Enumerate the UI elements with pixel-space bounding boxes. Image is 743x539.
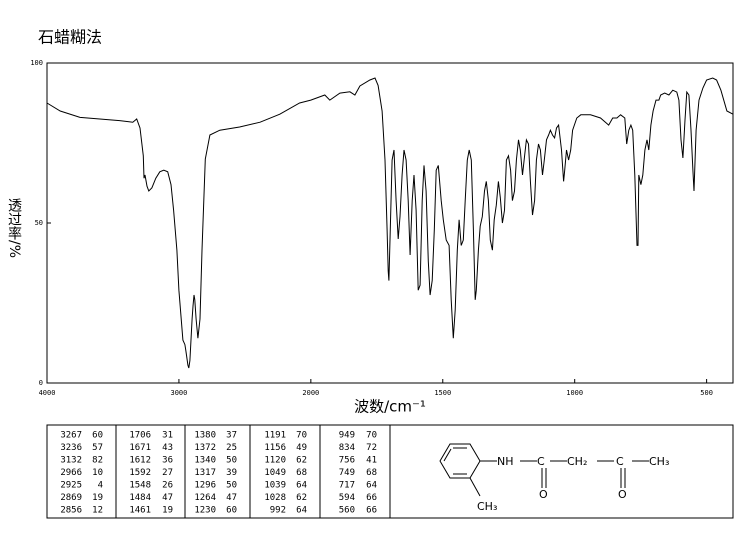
x-tick-label: 1000 [566, 389, 583, 397]
peak-transmittance: 27 [162, 468, 173, 478]
y-tick-label: 50 [35, 219, 43, 227]
table-dividers [115, 425, 391, 518]
x-tick-label: 4000 [39, 389, 56, 397]
peak-wavenumber: 949 [339, 431, 355, 441]
peak-transmittance: 64 [296, 506, 307, 516]
peak-transmittance: 50 [226, 481, 237, 491]
peak-transmittance: 50 [226, 456, 237, 466]
peak-transmittance: 57 [92, 443, 103, 453]
peak-wavenumber: 756 [339, 456, 355, 466]
peak-transmittance: 62 [296, 493, 307, 503]
peak-transmittance: 10 [92, 468, 103, 478]
structure-bonds [439, 443, 649, 497]
peak-wavenumber: 594 [339, 493, 355, 503]
structure-label: C [616, 455, 624, 468]
spectrum-line [46, 77, 734, 369]
peak-wavenumber: 1612 [129, 456, 151, 466]
peak-wavenumber: 1484 [129, 493, 151, 503]
structure-label: O [539, 488, 548, 501]
peak-transmittance: 68 [296, 468, 307, 478]
peak-transmittance: 70 [296, 431, 307, 441]
peak-wavenumber: 1461 [129, 506, 151, 516]
peak-wavenumber: 3132 [60, 456, 82, 466]
peak-transmittance: 31 [162, 431, 173, 441]
structure-label: CH₂ [567, 455, 587, 468]
peak-transmittance: 43 [162, 443, 173, 453]
peak-wavenumber: 2856 [60, 506, 82, 516]
peak-wavenumber: 1028 [264, 493, 286, 503]
peak-transmittance: 60 [92, 431, 103, 441]
peak-wavenumber: 1264 [194, 493, 216, 503]
peak-wavenumber: 3236 [60, 443, 82, 453]
peak-transmittance: 12 [92, 506, 103, 516]
peak-transmittance: 66 [366, 506, 377, 516]
peak-wavenumber: 2925 [60, 481, 82, 491]
structure-label: CH₃ [477, 500, 497, 513]
peak-wavenumber: 1671 [129, 443, 151, 453]
x-tick-label: 500 [700, 389, 713, 397]
peak-wavenumber: 717 [339, 481, 355, 491]
peak-transmittance: 82 [92, 456, 103, 466]
peak-transmittance: 39 [226, 468, 237, 478]
structure-label: O [618, 488, 627, 501]
x-tick-label: 2000 [302, 389, 319, 397]
peak-wavenumber: 1706 [129, 431, 151, 441]
peak-wavenumber: 992 [270, 506, 286, 516]
peak-wavenumber: 1156 [264, 443, 286, 453]
peak-transmittance: 62 [296, 456, 307, 466]
peak-wavenumber: 1317 [194, 468, 216, 478]
peak-wavenumber: 2869 [60, 493, 82, 503]
chart-title: 石蜡糊法 [38, 28, 102, 47]
x-tick-label: 1500 [434, 389, 451, 397]
peak-transmittance: 4 [98, 481, 103, 491]
peak-transmittance: 64 [366, 481, 377, 491]
peak-wavenumber: 1049 [264, 468, 286, 478]
peak-transmittance: 68 [366, 468, 377, 478]
peak-transmittance: 19 [162, 506, 173, 516]
structure-label: C [537, 455, 545, 468]
peak-transmittance: 66 [366, 493, 377, 503]
peak-wavenumber: 3267 [60, 431, 82, 441]
peak-wavenumber: 1191 [264, 431, 286, 441]
peak-transmittance: 70 [366, 431, 377, 441]
peak-wavenumber: 1120 [264, 456, 286, 466]
peak-transmittance: 25 [226, 443, 237, 453]
peak-wavenumber: 1230 [194, 506, 216, 516]
peak-transmittance: 49 [296, 443, 307, 453]
peak-transmittance: 26 [162, 481, 173, 491]
structure-label: NH [497, 455, 514, 468]
peak-transmittance: 41 [366, 456, 377, 466]
peak-wavenumber: 1340 [194, 456, 216, 466]
peak-wavenumber: 1372 [194, 443, 216, 453]
x-tick-label: 3000 [170, 389, 187, 397]
y-tick-label: 0 [39, 379, 43, 387]
peak-transmittance: 72 [366, 443, 377, 453]
structure-label: CH₃ [649, 455, 669, 468]
peak-transmittance: 19 [92, 493, 103, 503]
peak-wavenumber: 1548 [129, 481, 151, 491]
peak-wavenumber: 1380 [194, 431, 216, 441]
x-axis-label: 波数/cm⁻¹ [354, 398, 426, 416]
peak-wavenumber: 749 [339, 468, 355, 478]
peak-transmittance: 36 [162, 456, 173, 466]
peak-wavenumber: 834 [339, 443, 355, 453]
peak-transmittance: 47 [226, 493, 237, 503]
peak-wavenumber: 1296 [194, 481, 216, 491]
peak-transmittance: 47 [162, 493, 173, 503]
y-axis-label: 透过率/% [6, 198, 22, 258]
peak-transmittance: 60 [226, 506, 237, 516]
y-tick-label: 100 [30, 59, 43, 67]
peak-transmittance: 37 [226, 431, 237, 441]
peak-wavenumber: 1592 [129, 468, 151, 478]
peak-wavenumber: 1039 [264, 481, 286, 491]
peak-wavenumber: 2966 [60, 468, 82, 478]
peak-wavenumber: 560 [339, 506, 355, 516]
peak-transmittance: 64 [296, 481, 307, 491]
